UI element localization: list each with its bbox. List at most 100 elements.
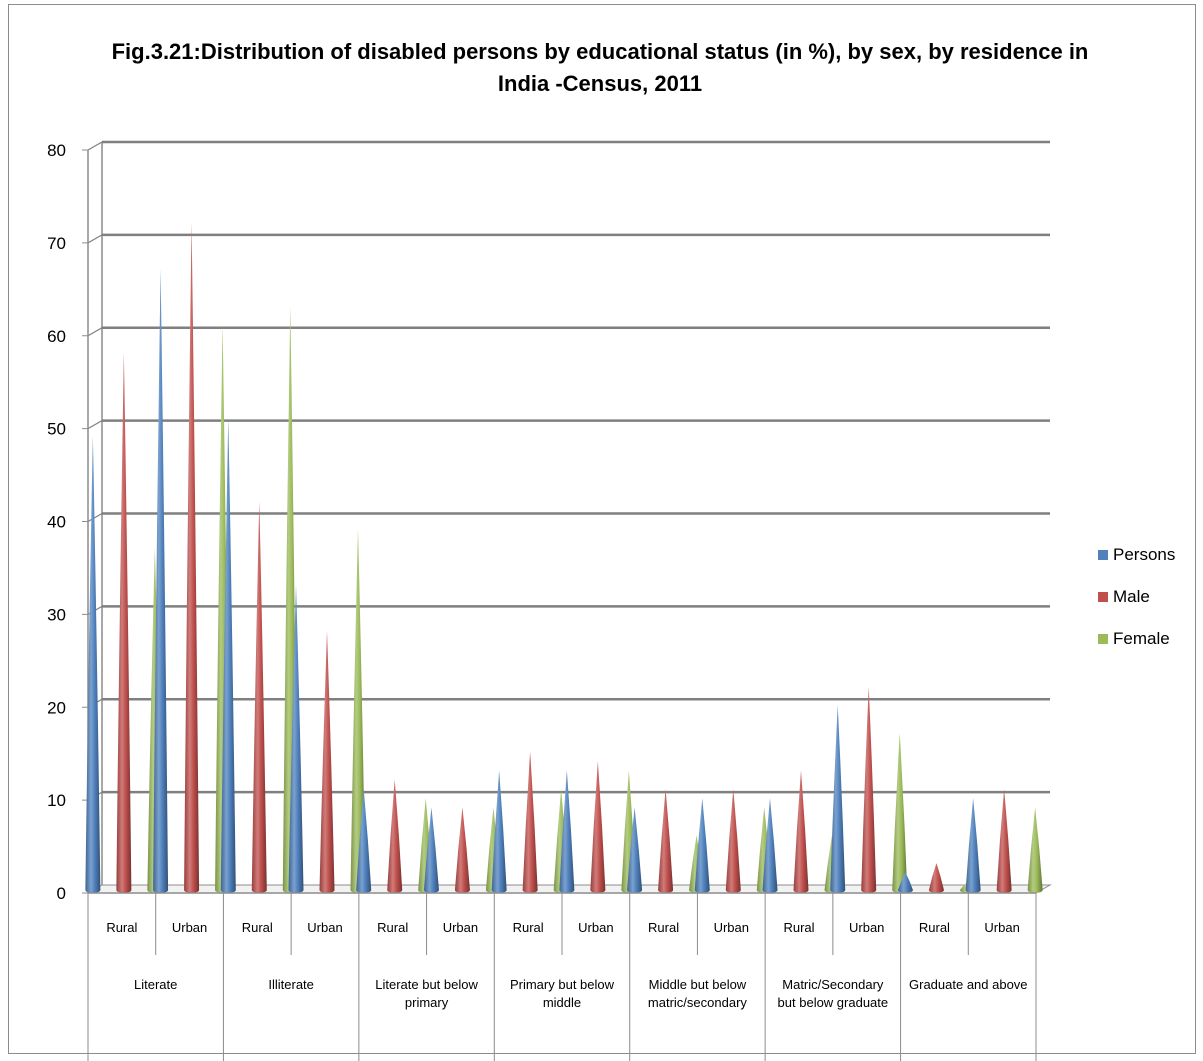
bar-cone	[965, 798, 981, 894]
x-tick-label: Rural	[783, 920, 814, 935]
legend-swatch	[1098, 634, 1108, 644]
bar	[85, 435, 101, 894]
x-tick-label: Urban	[984, 920, 1019, 935]
bar-cone	[928, 863, 944, 894]
gridline-side	[87, 420, 103, 430]
x-group-label: Illiterate	[268, 977, 314, 992]
bar	[897, 872, 913, 894]
bar	[658, 788, 674, 894]
legend-swatch	[1098, 550, 1108, 560]
x-group-label: Graduate and above	[909, 977, 1028, 992]
gridline-side	[87, 512, 103, 523]
x-tick-label: Rural	[513, 920, 544, 935]
legend-label: Persons	[1113, 545, 1176, 564]
bar	[387, 779, 403, 894]
bar	[356, 788, 372, 894]
bar	[762, 798, 778, 894]
bar	[793, 770, 809, 894]
legend-item: Female	[1098, 618, 1175, 660]
bar-cone	[590, 760, 606, 894]
bar-cone	[694, 798, 710, 894]
x-group-label: Primary but below middle	[510, 977, 615, 1010]
bar-cone	[892, 733, 908, 894]
bar	[965, 798, 981, 894]
bar	[251, 500, 267, 894]
y-tick-label: 70	[47, 234, 66, 253]
y-tick-label: 20	[47, 698, 66, 717]
bar-cone	[251, 500, 267, 894]
x-tick-label: Urban	[307, 920, 342, 935]
bar-cone	[116, 352, 132, 893]
x-group-label: Matric/Secondary but below graduate	[778, 977, 889, 1010]
bar-cone	[423, 807, 439, 894]
bar-cone	[522, 751, 538, 894]
x-group-label: Literate	[134, 977, 177, 992]
bar-cone	[793, 770, 809, 894]
bar	[350, 528, 366, 894]
x-tick-label: Urban	[443, 920, 478, 935]
x-group-label: Middle but below matric/secondary	[648, 977, 747, 1010]
bar-cone	[830, 705, 846, 894]
bar-cone	[350, 528, 366, 894]
bar	[892, 733, 908, 894]
bar	[116, 352, 132, 893]
bar-cone	[1027, 807, 1043, 894]
bar-cone	[288, 584, 304, 894]
bar	[928, 863, 944, 894]
bar	[996, 788, 1012, 894]
bar	[454, 807, 470, 894]
bar	[861, 686, 877, 894]
bar-cone	[658, 788, 674, 894]
bar	[830, 705, 846, 894]
bar-cone	[184, 222, 200, 894]
bar-cone	[861, 686, 877, 894]
bar	[627, 807, 643, 894]
gridline-side	[87, 141, 103, 151]
bar-cone	[153, 268, 169, 894]
y-tick-label: 30	[47, 605, 66, 624]
bar	[319, 630, 335, 894]
bar	[220, 417, 236, 894]
bar-cone	[356, 788, 372, 894]
bar	[288, 584, 304, 894]
bar-cone	[996, 788, 1012, 894]
legend: Persons Male Female	[1098, 534, 1175, 660]
x-tick-label: Urban	[578, 920, 613, 935]
bar	[1027, 807, 1043, 894]
bar-cone	[559, 770, 575, 894]
bar	[184, 222, 200, 894]
gridline-side	[87, 234, 103, 244]
bar	[522, 751, 538, 894]
bar	[590, 760, 606, 894]
bar	[153, 268, 169, 894]
x-tick-label: Urban	[849, 920, 884, 935]
chart-title: Fig.3.21:Distribution of disabled person…	[111, 39, 1089, 96]
bar	[423, 807, 439, 894]
bar-cone	[762, 798, 778, 894]
bar	[559, 770, 575, 894]
bar	[694, 798, 710, 894]
y-tick-label: 50	[47, 420, 66, 439]
x-tick-label: Rural	[377, 920, 408, 935]
x-tick-label: Rural	[106, 920, 137, 935]
x-tick-label: Rural	[919, 920, 950, 935]
legend-item: Male	[1098, 576, 1175, 618]
y-tick-label: 0	[57, 884, 66, 903]
bar	[725, 788, 741, 894]
y-tick-label: 60	[47, 327, 66, 346]
y-tick-label: 40	[47, 513, 66, 532]
bar-cone	[897, 872, 913, 894]
bar-cone	[491, 770, 507, 894]
legend-item: Persons	[1098, 534, 1175, 576]
x-group-label: Literate but below primary	[375, 977, 478, 1010]
x-tick-label: Rural	[648, 920, 679, 935]
y-tick-label: 80	[47, 141, 66, 160]
bar-cone	[725, 788, 741, 894]
x-tick-label: Urban	[172, 920, 207, 935]
bar-cone	[627, 807, 643, 894]
legend-label: Female	[1113, 629, 1170, 648]
bar-cone	[387, 779, 403, 894]
gridline-side	[87, 327, 103, 337]
bar	[491, 770, 507, 894]
